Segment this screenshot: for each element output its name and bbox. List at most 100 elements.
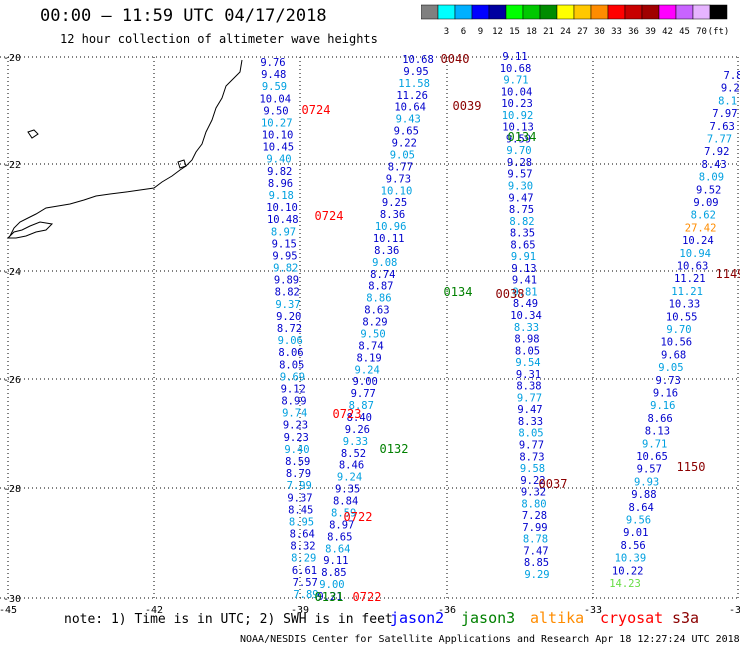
wave-height-value: 9.20 (276, 311, 301, 323)
wave-height-value: 8.32 (290, 541, 315, 553)
wave-height-value: 9.76 (260, 57, 285, 69)
wave-height-value: 11.58 (398, 78, 430, 90)
wave-height-value: 9.28 (507, 157, 532, 169)
track-time-label: 0723 (333, 407, 362, 421)
wave-height-value: 9.05 (390, 149, 415, 161)
wave-height-value: 9.12 (281, 383, 306, 395)
wave-height-value: 8.82 (275, 287, 300, 299)
wave-height-value: 10.68 (500, 63, 532, 75)
wave-height-value: 8.35 (510, 228, 535, 240)
scale-unit-label: (ft) (708, 27, 730, 37)
wave-height-value: 9.2 (721, 83, 740, 95)
wave-height-value: 9.41 (512, 275, 537, 287)
wave-height-value: 9.01 (623, 527, 648, 539)
wave-height-value: 7.63 (710, 121, 735, 133)
coastline (6, 59, 243, 239)
wave-height-value: 10.64 (394, 102, 426, 114)
wave-height-value: 9.59 (262, 81, 287, 93)
lon-label: -36 (438, 605, 456, 616)
scale-swatch (573, 4, 592, 20)
wave-height-value: 9.30 (508, 181, 533, 193)
scale-swatch (590, 4, 609, 20)
wave-height-value: 9.31 (516, 369, 541, 381)
wave-height-value: 9.29 (524, 569, 549, 581)
map-title: 00:00 – 11:59 UTC 04/17/2018 (40, 6, 327, 26)
lon-label: -45 (0, 605, 17, 616)
wave-height-value: 7.57 (293, 577, 318, 589)
wave-height-value: 9.40 (266, 154, 291, 166)
wave-height-value: 9.89 (274, 275, 299, 287)
wave-height-value: 8.95 (289, 516, 314, 528)
wave-height-value: 8.64 (325, 543, 350, 555)
wave-height-value: 10.22 (612, 565, 644, 577)
wave-height-value: 9.82 (267, 166, 292, 178)
wave-height-value: 8.66 (647, 413, 672, 425)
note-text: note: 1) Time is in UTC; 2) SWH is in fe… (64, 612, 393, 627)
wave-height-value: 10.23 (501, 98, 533, 110)
legend-s3a: s3a (672, 609, 700, 627)
wave-height-value: 10.65 (636, 451, 668, 463)
lat-label: -20 (3, 53, 21, 64)
wave-height-value: 11.21 (674, 273, 706, 285)
scale-tick-label: 30 (594, 27, 605, 37)
wave-height-value: 8.09 (699, 172, 724, 184)
wave-height-value: 8.87 (349, 400, 374, 412)
wave-height-value: 10.34 (510, 310, 542, 322)
wave-height-value: 9.74 (282, 408, 307, 420)
wave-height-value: 9.43 (396, 114, 421, 126)
scale-tick-label: 6 (461, 27, 466, 37)
wave-height-value: 8.13 (645, 426, 670, 438)
wave-height-value: 7.99 (522, 522, 547, 534)
wave-height-value: 9.95 (403, 66, 428, 78)
wave-height-value: 8.46 (339, 460, 364, 472)
wave-height-value: 9.56 (626, 515, 651, 527)
scale-tick-label: 3 (444, 27, 449, 37)
wave-height-value: 9.71 (642, 438, 667, 450)
wave-height-value: 8.29 (362, 317, 387, 329)
wave-height-value: 9.00 (319, 579, 344, 591)
wave-height-value: 9.68 (661, 349, 686, 361)
scale-swatch (658, 4, 677, 20)
wave-height-value: 9.65 (394, 126, 419, 138)
wave-height-value: 8.74 (370, 269, 395, 281)
wave-height-value: 7.97 (712, 108, 737, 120)
track-time-label: 0134 (508, 130, 537, 144)
scale-swatch (709, 4, 728, 20)
scale-tick-label: 21 (543, 27, 554, 37)
wave-height-value: 9.21 (317, 591, 342, 603)
wave-height-value: 8.43 (701, 159, 726, 171)
wave-height-value: 8.05 (279, 359, 304, 371)
track-time-label: 0724 (315, 209, 344, 223)
wave-height-value: 8.19 (356, 352, 381, 364)
wave-height-value: 8.78 (523, 534, 548, 546)
wave-height-value: 8.82 (509, 216, 534, 228)
wave-height-value: 9.24 (355, 364, 380, 376)
wave-height-value: 10.45 (262, 142, 294, 154)
wave-height-value: 8.80 (521, 498, 546, 510)
wave-height-value: 9.13 (511, 263, 536, 275)
wave-height-value: 9.50 (360, 328, 385, 340)
wave-height-value: 8.86 (366, 293, 391, 305)
lat-label: -28 (3, 484, 21, 495)
track-time-label: 0134 (444, 285, 473, 299)
wave-height-value: 10.10 (262, 130, 294, 142)
wave-height-value: 10.68 (402, 54, 434, 66)
wave-height-value: 9.15 (272, 238, 297, 250)
wave-height-value: 9.47 (517, 404, 542, 416)
wave-height-value: 8.40 (347, 412, 372, 424)
scale-swatch (437, 4, 456, 20)
wave-height-value: 9.33 (343, 436, 368, 448)
wave-height-value: 9.09 (693, 197, 718, 209)
wave-height-value: 9.00 (353, 376, 378, 388)
wave-height-value: 10.39 (615, 553, 647, 565)
wave-height-value: 8.05 (515, 345, 540, 357)
wave-height-value: 9.05 (658, 362, 683, 374)
color-scale-legend: 3 6 9 12 15 18 21 24 27 30 33 36 39 42 45 70 (ft) (421, 4, 730, 37)
wave-height-value: 10.92 (502, 110, 534, 122)
wave-height-value: 7.89 (293, 589, 318, 601)
wave-height-value: 9.57 (507, 169, 532, 181)
scale-tick-label: 15 (509, 27, 520, 37)
wave-height-value: 8.65 (510, 239, 535, 251)
wave-height-value: 9.11 (323, 555, 348, 567)
wave-height-value: 8.97 (329, 519, 354, 531)
